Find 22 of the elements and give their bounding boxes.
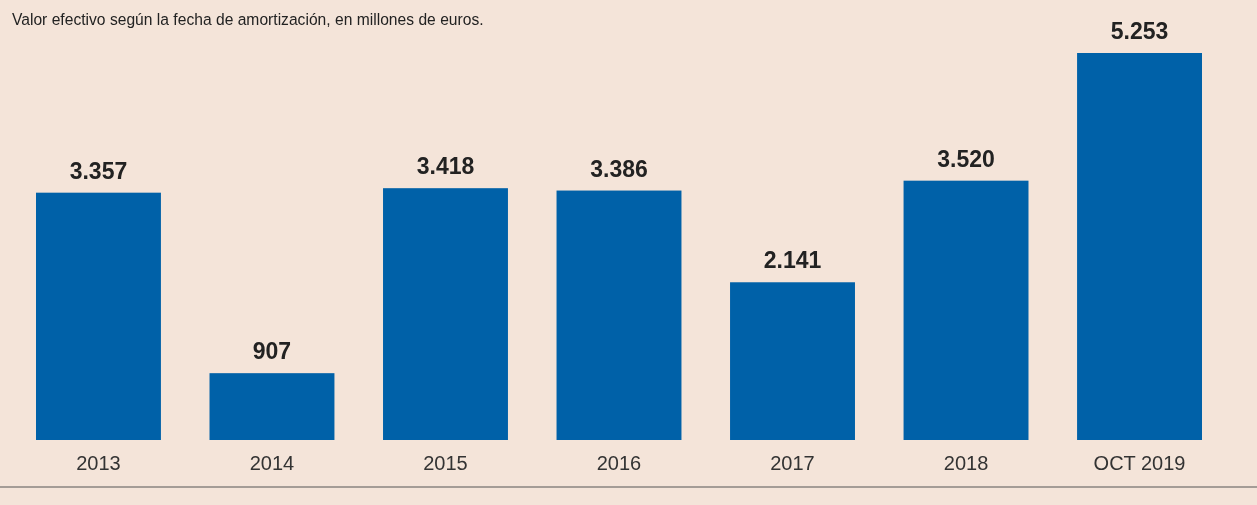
chart-title: Valor efectivo según la fecha de amortización, en millones de euros. xyxy=(12,9,484,29)
data-label: 5.253 xyxy=(1110,18,1169,44)
bar xyxy=(556,190,682,440)
data-label: 3.418 xyxy=(416,153,475,180)
bar xyxy=(903,180,1029,440)
bar xyxy=(209,373,335,440)
bar xyxy=(1077,53,1202,440)
bar xyxy=(36,192,161,440)
x-tick-label: 2017 xyxy=(770,452,815,474)
x-tick-label: 2014 xyxy=(249,452,295,474)
x-tick-label: 2015 xyxy=(423,452,468,474)
data-label: 3.520 xyxy=(937,145,995,172)
x-tick-label: 2016 xyxy=(596,452,642,474)
x-tick-label: OCT 2019 xyxy=(1093,452,1186,474)
x-tick-label: 2013 xyxy=(76,452,121,474)
bar xyxy=(383,188,508,440)
bar xyxy=(730,282,855,440)
data-label: 3.357 xyxy=(69,157,128,184)
x-tick-label: 2018 xyxy=(943,452,989,474)
data-label: 907 xyxy=(252,338,292,365)
data-label: 3.386 xyxy=(590,155,648,182)
data-label: 2.141 xyxy=(763,247,822,274)
